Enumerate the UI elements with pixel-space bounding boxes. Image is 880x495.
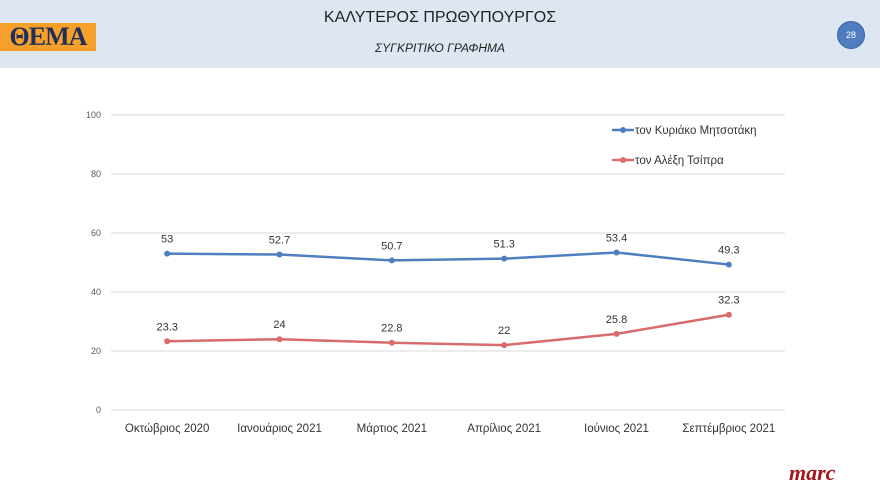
page-number-badge: 28 [837, 21, 865, 49]
x-tick-label: Ιούνιος 2021 [584, 423, 649, 435]
x-tick-label: Απρίλιος 2021 [467, 423, 541, 435]
marc-logo: marc [789, 460, 836, 485]
data-label: 22.8 [381, 323, 402, 335]
data-point [388, 257, 395, 264]
data-point [164, 338, 171, 345]
data-label: 23.3 [156, 321, 177, 333]
x-tick-label: Οκτώβριος 2020 [125, 423, 209, 435]
y-tick-label: 80 [91, 169, 101, 179]
y-tick-label: 0 [96, 405, 101, 415]
data-point [725, 311, 732, 318]
data-label: 53.4 [606, 232, 627, 244]
data-label: 53 [161, 234, 173, 246]
page-subtitle: ΣΥΓΚΡΙΤΙΚΟ ΓΡΑΦΗΜΑ [374, 41, 506, 55]
series-line [167, 251, 729, 266]
x-tick-label: Μάρτιος 2021 [357, 423, 427, 435]
logo: ΘΕΜΑ [0, 22, 96, 51]
data-point [276, 336, 283, 343]
y-tick-label: 40 [91, 287, 101, 297]
legend-label: τον Κυριάκο Μητσοτάκη [635, 125, 757, 137]
data-label: 51.3 [493, 239, 514, 251]
x-tick-label: Σεπτέμβριος 2021 [682, 423, 775, 435]
legend-label: τον Αλέξη Τσίπρα [635, 155, 724, 167]
y-tick-label: 60 [91, 228, 101, 238]
header: ΘΕΜΑ ΚΑΛΥΤΕΡΟΣ ΠΡΩΘΥΠΟΥΡΓΟΣ ΣΥΓΚΡΙΤΙΚΟ Γ… [0, 0, 880, 68]
data-label: 25.8 [606, 314, 627, 326]
x-tick-label: Ιανουάριος 2021 [237, 423, 322, 435]
series-line [167, 313, 730, 347]
data-label: 52.7 [269, 235, 290, 247]
data-point [276, 251, 283, 258]
data-point [164, 250, 171, 257]
page-title: ΚΑΛΥΤΕΡΟΣ ΠΡΩΘΥΠΟΥΡΓΟΣ [323, 9, 557, 26]
logo-text: ΘΕΜΑ [9, 22, 88, 51]
legend-marker [620, 157, 626, 163]
data-label: 32.3 [718, 295, 739, 307]
data-point [725, 261, 732, 268]
data-point [613, 330, 620, 337]
data-label: 49.3 [718, 245, 739, 257]
data-point [501, 255, 508, 262]
legend-marker [620, 127, 626, 133]
data-label: 22 [498, 325, 510, 337]
data-label: 24 [273, 319, 285, 331]
y-tick-label: 100 [86, 110, 101, 120]
data-point [388, 339, 395, 346]
data-point [501, 342, 508, 349]
data-label: 50.7 [381, 240, 402, 252]
y-tick-label: 20 [91, 346, 101, 356]
data-point [613, 249, 620, 256]
